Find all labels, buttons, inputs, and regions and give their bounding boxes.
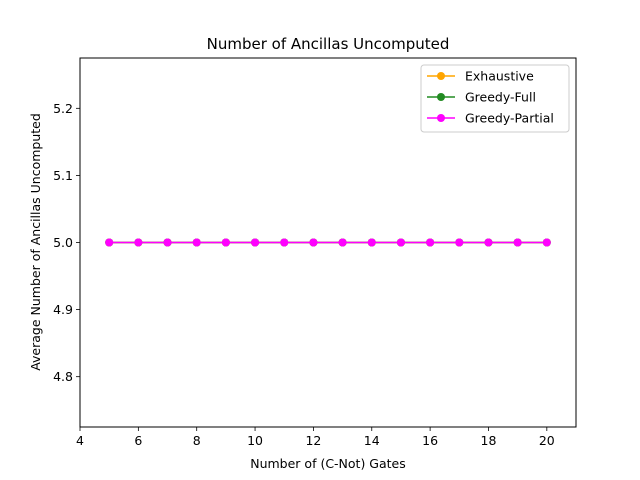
- x-tick-label: 8: [193, 433, 201, 448]
- chart-title: Number of Ancillas Uncomputed: [207, 35, 450, 53]
- data-point-greedy-partial: [105, 238, 114, 247]
- data-point-greedy-partial: [280, 238, 289, 247]
- data-point-greedy-partial: [134, 238, 143, 247]
- x-tick-label: 20: [539, 433, 555, 448]
- y-tick-label: 4.9: [53, 302, 73, 317]
- y-axis-ticks: 4.8 4.9 5.0 5.1 5.2: [53, 101, 80, 384]
- y-tick-label: 5.0: [53, 235, 73, 250]
- legend-label-exhaustive: Exhaustive: [465, 69, 534, 84]
- data-point-greedy-partial: [396, 238, 405, 247]
- data-point-greedy-partial: [484, 238, 493, 247]
- data-point-greedy-partial: [542, 238, 551, 247]
- plot-area: [105, 238, 551, 247]
- data-point-greedy-partial: [367, 238, 376, 247]
- x-tick-label: 4: [76, 433, 84, 448]
- data-point-greedy-partial: [163, 238, 172, 247]
- data-point-greedy-partial: [513, 238, 522, 247]
- x-tick-label: 16: [422, 433, 438, 448]
- y-tick-label: 4.8: [53, 369, 73, 384]
- y-tick-label: 5.1: [53, 168, 73, 183]
- x-axis-ticks: 4 6 8 10 12 14 16 18 20: [76, 427, 555, 448]
- legend-swatch-marker-greedy-full: [437, 93, 445, 101]
- x-axis-label: Number of (C-Not) Gates: [250, 456, 406, 471]
- data-point-greedy-partial: [426, 238, 435, 247]
- legend-swatch-marker-greedy-partial: [437, 114, 445, 122]
- x-tick-label: 14: [364, 433, 380, 448]
- legend-swatch-marker-exhaustive: [437, 72, 445, 80]
- y-tick-label: 5.2: [53, 101, 73, 116]
- x-tick-label: 12: [305, 433, 321, 448]
- legend-label-greedy-partial: Greedy-Partial: [465, 111, 554, 126]
- legend-label-greedy-full: Greedy-Full: [465, 90, 536, 105]
- y-axis-label: Average Number of Ancillas Uncomputed: [28, 113, 43, 371]
- x-tick-label: 10: [247, 433, 263, 448]
- axes-frame: [79, 57, 577, 428]
- x-tick-label: 6: [134, 433, 142, 448]
- data-point-greedy-partial: [251, 238, 260, 247]
- data-point-greedy-partial: [338, 238, 347, 247]
- data-point-greedy-partial: [455, 238, 464, 247]
- legend-box: [420, 64, 570, 133]
- data-point-greedy-partial: [309, 238, 318, 247]
- data-point-greedy-partial: [192, 238, 201, 247]
- legend: Exhaustive Greedy-Full Greedy-Partial: [420, 64, 570, 133]
- data-point-greedy-partial: [221, 238, 230, 247]
- x-tick-label: 18: [481, 433, 497, 448]
